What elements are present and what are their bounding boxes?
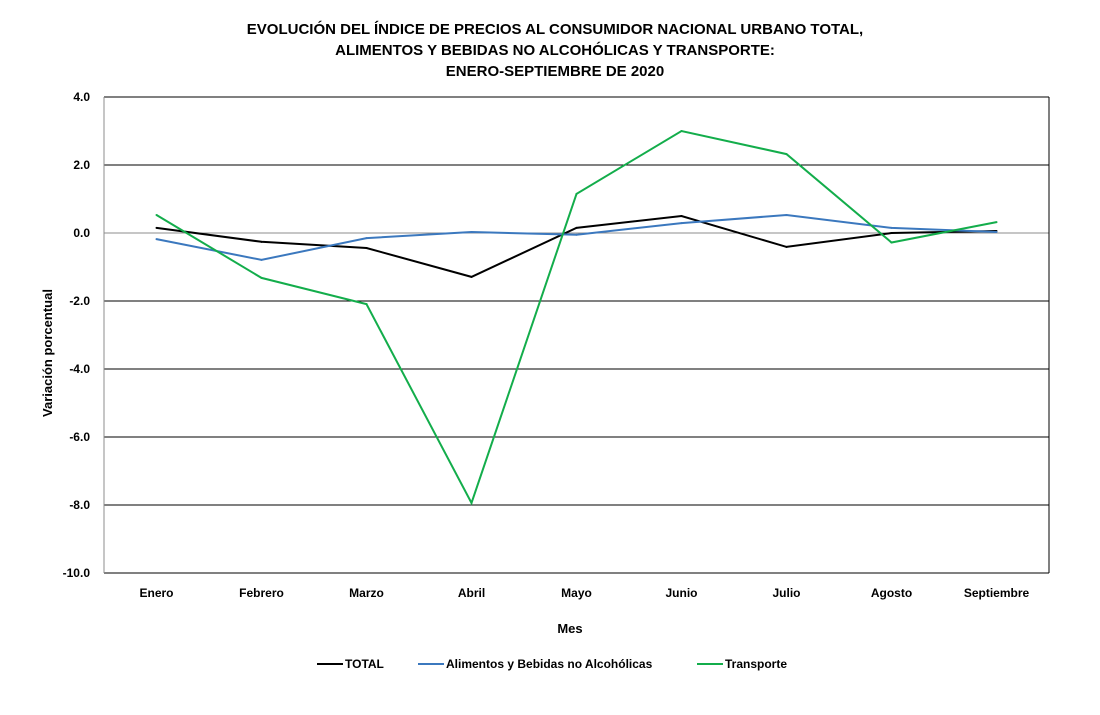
- data-point: [470, 501, 473, 504]
- data-point: [260, 276, 263, 279]
- y-tick-label: -4.0: [69, 362, 90, 376]
- y-tick-label: -2.0: [69, 294, 90, 308]
- x-axis-ticks: Enero Febrero Marzo Abril Mayo Junio Julio Agos…: [139, 586, 1029, 600]
- data-point: [365, 246, 368, 249]
- legend-label: Alimentos y Bebidas no Alcohólicas: [446, 657, 653, 671]
- series-1: [155, 213, 998, 261]
- gridlines: [103, 96, 1050, 574]
- data-point: [680, 130, 683, 132]
- series-0: [155, 214, 998, 278]
- legend-item: Alimentos y Bebidas no Alcohólicas: [418, 657, 653, 671]
- y-tick-label: 2.0: [73, 158, 90, 172]
- x-tick-label: Enero: [139, 586, 173, 600]
- data-point: [470, 275, 473, 278]
- x-tick-label: Agosto: [871, 586, 912, 600]
- data-point: [155, 238, 158, 241]
- y-tick-label: 4.0: [73, 90, 90, 104]
- data-point: [890, 226, 893, 229]
- y-tick-label: -8.0: [69, 498, 90, 512]
- x-tick-label: Marzo: [349, 586, 384, 600]
- chart-title-line-3: ENERO-SEPTIEMBRE DE 2020: [446, 63, 664, 80]
- legend-label: Transporte: [725, 657, 787, 671]
- series-line: [156, 213, 997, 261]
- data-point: [785, 213, 788, 216]
- y-axis-ticks: 4.0 2.0 0.0 -2.0 -4.0 -6.0 -8.0 -10.0: [63, 90, 91, 580]
- legend-item: Transporte: [697, 657, 787, 671]
- x-tick-label: Abril: [458, 586, 485, 600]
- y-tick-label: -10.0: [63, 566, 91, 580]
- data-point: [995, 230, 998, 233]
- data-point: [680, 222, 683, 225]
- chart-title-line-2: ALIMENTOS Y BEBIDAS NO ALCOHÓLICAS Y TRA…: [335, 41, 775, 59]
- series-lines: [155, 129, 998, 506]
- data-point: [365, 303, 368, 306]
- legend-label: TOTAL: [345, 657, 384, 671]
- data-point: [890, 232, 893, 234]
- data-point: [575, 226, 578, 229]
- x-tick-label: Febrero: [239, 586, 284, 600]
- data-point: [785, 153, 788, 156]
- y-axis-label: Variación porcentual: [40, 289, 55, 417]
- x-tick-label: Junio: [666, 586, 698, 600]
- data-point: [155, 213, 158, 216]
- data-point: [155, 226, 158, 229]
- data-point: [680, 215, 683, 217]
- data-point: [995, 221, 998, 224]
- chart-title-line-1: EVOLUCIÓN DEL ÍNDICE DE PRECIOS AL CONSU…: [247, 20, 863, 38]
- x-tick-label: Mayo: [561, 586, 592, 600]
- x-axis-label: Mes: [557, 621, 582, 636]
- chart-title: EVOLUCIÓN DEL ÍNDICE DE PRECIOS AL CONSU…: [247, 20, 863, 80]
- data-point: [365, 237, 368, 240]
- y-tick-label: 0.0: [73, 226, 90, 240]
- data-point: [470, 230, 473, 233]
- legend: TOTAL Alimentos y Bebidas no Alcohólicas T…: [317, 657, 787, 671]
- data-point: [890, 241, 893, 244]
- data-point: [575, 233, 578, 236]
- x-tick-label: Septiembre: [964, 586, 1030, 600]
- data-point: [575, 192, 578, 195]
- series-2: [155, 129, 998, 506]
- data-point: [785, 245, 788, 248]
- series-line: [155, 129, 997, 506]
- x-tick-label: Julio: [772, 586, 800, 600]
- y-tick-label: -6.0: [69, 430, 90, 444]
- legend-item: TOTAL: [317, 657, 384, 671]
- data-point: [260, 258, 263, 261]
- data-point: [260, 240, 263, 243]
